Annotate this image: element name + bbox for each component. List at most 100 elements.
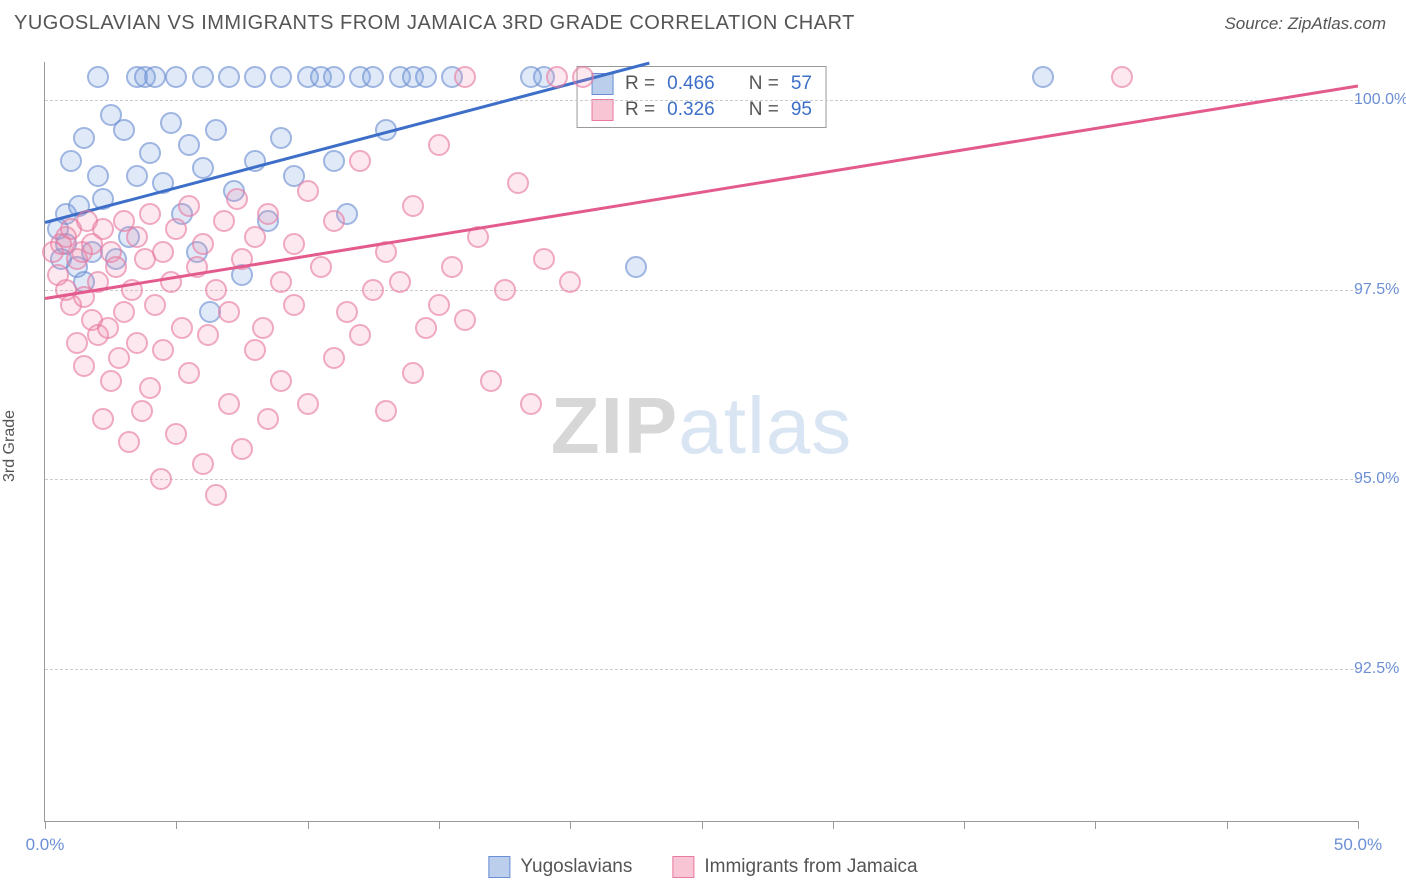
gridline — [45, 100, 1358, 101]
gridline — [45, 669, 1358, 670]
x-tick — [1227, 821, 1228, 829]
data-point — [73, 127, 95, 149]
swatch-pink — [591, 99, 613, 121]
data-point — [160, 112, 182, 134]
source-attribution: Source: ZipAtlas.com — [1224, 14, 1386, 34]
data-point — [92, 218, 114, 240]
data-point — [428, 134, 450, 156]
data-point — [297, 393, 319, 415]
data-point — [165, 66, 187, 88]
x-tick — [833, 821, 834, 829]
data-point — [270, 271, 292, 293]
swatch-blue — [488, 856, 510, 878]
data-point — [415, 66, 437, 88]
data-point — [283, 294, 305, 316]
data-point — [244, 226, 266, 248]
data-point — [323, 150, 345, 172]
data-point — [336, 301, 358, 323]
data-point — [178, 134, 200, 156]
x-tick-label: 50.0% — [1334, 835, 1382, 855]
data-point — [572, 66, 594, 88]
data-point — [480, 370, 502, 392]
data-point — [1032, 66, 1054, 88]
x-tick — [964, 821, 965, 829]
x-tick — [45, 821, 46, 829]
data-point — [428, 294, 450, 316]
data-point — [60, 150, 82, 172]
data-point — [113, 119, 135, 141]
y-tick-label: 100.0% — [1354, 91, 1406, 109]
data-point — [323, 66, 345, 88]
x-tick — [1358, 821, 1359, 829]
series-legend: Yugoslavians Immigrants from Jamaica — [488, 856, 917, 878]
data-point — [362, 279, 384, 301]
data-point — [139, 142, 161, 164]
data-point — [171, 317, 193, 339]
data-point — [87, 165, 109, 187]
x-tick — [176, 821, 177, 829]
scatter-chart: ZIPatlas R = 0.466 N = 57 R = 0.326 N = … — [44, 62, 1358, 822]
data-point — [165, 218, 187, 240]
x-tick — [308, 821, 309, 829]
data-point — [270, 127, 292, 149]
data-point — [226, 188, 248, 210]
data-point — [192, 233, 214, 255]
data-point — [205, 484, 227, 506]
data-point — [494, 279, 516, 301]
data-point — [402, 362, 424, 384]
data-point — [559, 271, 581, 293]
data-point — [520, 393, 542, 415]
data-point — [213, 210, 235, 232]
y-tick-label: 92.5% — [1354, 660, 1406, 678]
data-point — [454, 309, 476, 331]
data-point — [165, 423, 187, 445]
data-point — [66, 332, 88, 354]
data-point — [389, 271, 411, 293]
data-point — [152, 339, 174, 361]
data-point — [375, 400, 397, 422]
x-tick — [439, 821, 440, 829]
data-point — [92, 408, 114, 430]
data-point — [362, 66, 384, 88]
data-point — [105, 256, 127, 278]
data-point — [113, 301, 135, 323]
chart-header: YUGOSLAVIAN VS IMMIGRANTS FROM JAMAICA 3… — [0, 0, 1406, 47]
data-point — [126, 226, 148, 248]
x-tick — [702, 821, 703, 829]
data-point — [244, 66, 266, 88]
data-point — [192, 66, 214, 88]
data-point — [205, 279, 227, 301]
watermark: ZIPatlas — [551, 380, 852, 472]
data-point — [131, 400, 153, 422]
data-point — [533, 248, 555, 270]
data-point — [244, 339, 266, 361]
x-tick-label: 0.0% — [26, 835, 65, 855]
data-point — [150, 468, 172, 490]
data-point — [192, 453, 214, 475]
gridline — [45, 290, 1358, 291]
data-point — [205, 119, 227, 141]
data-point — [218, 393, 240, 415]
data-point — [218, 301, 240, 323]
data-point — [118, 431, 140, 453]
data-point — [310, 256, 332, 278]
data-point — [270, 66, 292, 88]
data-point — [126, 165, 148, 187]
data-point — [349, 150, 371, 172]
data-point — [178, 362, 200, 384]
legend-item: Immigrants from Jamaica — [672, 856, 917, 878]
stats-row: R = 0.466 N = 57 — [577, 71, 826, 97]
data-point — [144, 66, 166, 88]
swatch-pink — [672, 856, 694, 878]
data-point — [144, 294, 166, 316]
data-point — [546, 66, 568, 88]
x-tick — [1095, 821, 1096, 829]
correlation-stats-box: R = 0.466 N = 57 R = 0.326 N = 95 — [576, 66, 827, 128]
data-point — [441, 256, 463, 278]
x-tick — [570, 821, 571, 829]
data-point — [197, 324, 219, 346]
data-point — [73, 355, 95, 377]
data-point — [231, 438, 253, 460]
data-point — [218, 66, 240, 88]
y-tick-label: 95.0% — [1354, 470, 1406, 488]
